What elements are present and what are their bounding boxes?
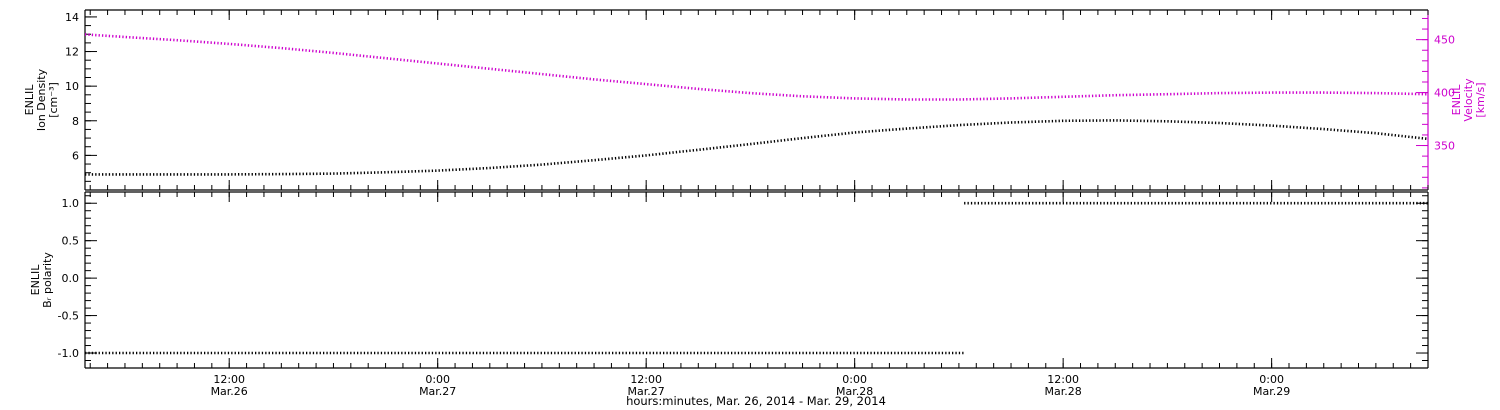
x-tick-label-time: 12:00 bbox=[213, 373, 245, 386]
y-right-axis-label: ENLIL bbox=[1450, 84, 1463, 116]
x-tick-label-time: 0:00 bbox=[425, 373, 450, 386]
x-tick-label-time: 12:00 bbox=[1047, 373, 1079, 386]
y-axis-label: [cm⁻³] bbox=[47, 82, 60, 118]
x-axis-title: hours:minutes, Mar. 26, 2014 - Mar. 29, … bbox=[626, 394, 886, 408]
x-tick-label-date: Mar.28 bbox=[836, 385, 873, 398]
x-tick-label-time: 0:00 bbox=[842, 373, 867, 386]
y-tick-label: 0.0 bbox=[62, 272, 80, 285]
y-tick-label: 0.5 bbox=[62, 235, 80, 248]
y-right-tick-label: 350 bbox=[1434, 140, 1455, 153]
y-tick-label: 6 bbox=[72, 149, 79, 162]
y-axis-label: ENLIL bbox=[29, 264, 42, 296]
x-tick-label-time: 12:00 bbox=[630, 373, 662, 386]
x-tick-label-date: Mar.27 bbox=[419, 385, 456, 398]
y-right-tick-label: 400 bbox=[1434, 87, 1455, 100]
y-axis-label: Bᵣ polarity bbox=[41, 252, 54, 308]
y-tick-label: 8 bbox=[72, 115, 79, 128]
y-right-axis-label: [km/s] bbox=[1474, 82, 1487, 117]
y-tick-label: 10 bbox=[65, 80, 79, 93]
y-tick-label: -0.5 bbox=[58, 310, 79, 323]
y-tick-label: 1.0 bbox=[62, 197, 80, 210]
x-tick-label-date: Mar.27 bbox=[628, 385, 665, 398]
x-tick-label-time: 0:00 bbox=[1259, 373, 1284, 386]
x-tick-label-date: Mar.26 bbox=[211, 385, 248, 398]
y-tick-label: 14 bbox=[65, 11, 79, 24]
y-tick-label: 12 bbox=[65, 46, 79, 59]
y-tick-label: -1.0 bbox=[58, 347, 79, 360]
y-right-axis-label: Velocity bbox=[1462, 78, 1475, 122]
series-ion-density bbox=[85, 119, 1429, 176]
series-velocity bbox=[84, 33, 1429, 101]
y-axis-label: Ion Density bbox=[35, 68, 48, 131]
x-tick-label-date: Mar.29 bbox=[1253, 385, 1290, 398]
y-right-tick-label: 450 bbox=[1434, 34, 1455, 47]
x-tick-label-date: Mar.28 bbox=[1045, 385, 1082, 398]
y-axis-label: ENLIL bbox=[23, 84, 36, 116]
